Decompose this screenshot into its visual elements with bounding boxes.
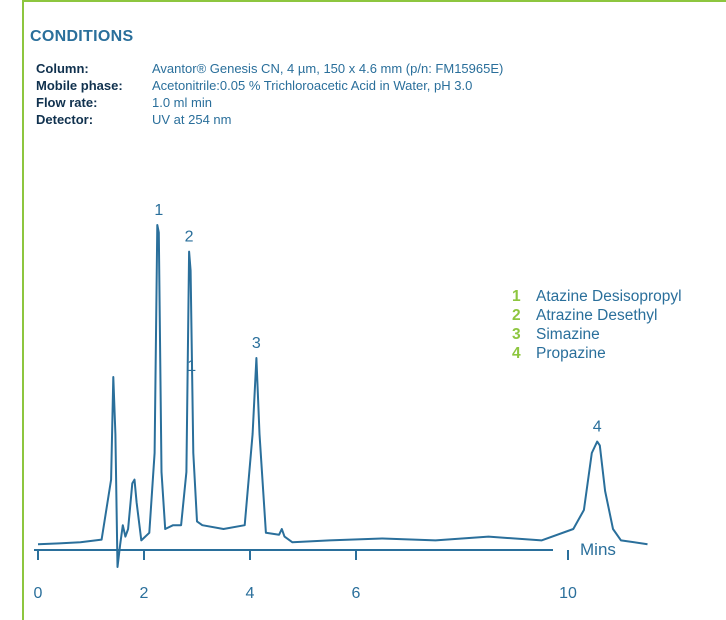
x-axis-unit-label: Mins xyxy=(580,540,616,559)
legend-compound: Propazine xyxy=(536,345,606,362)
frame-top-border xyxy=(22,0,726,2)
legend-number: 3 xyxy=(512,326,521,343)
conditions-title: CONDITIONS xyxy=(30,28,134,45)
legend-number: 2 xyxy=(512,307,521,324)
condition-value: Acetonitrile:0.05 % Trichloroacetic Acid… xyxy=(152,78,473,93)
x-tick-label: 0 xyxy=(34,585,43,602)
condition-label: Mobile phase: xyxy=(36,78,123,93)
condition-value: 1.0 ml min xyxy=(152,95,212,110)
peak-label: 1 xyxy=(154,202,163,219)
condition-row-mobile-phase: Mobile phase: Acetonitrile:0.05 % Trichl… xyxy=(36,77,696,94)
condition-label: Column: xyxy=(36,61,89,76)
x-tick-label: 10 xyxy=(559,585,577,602)
condition-row-column: Column: Avantor® Genesis CN, 4 µm, 150 x… xyxy=(36,60,696,77)
legend-compound: Atazine Desisopropyl xyxy=(536,288,682,305)
peak-label: 3 xyxy=(252,335,261,352)
peak-legend: 1 Atazine Desisopropyl 2 Atrazine Deseth… xyxy=(512,287,682,363)
legend-number: 1 xyxy=(512,288,521,305)
condition-value: UV at 254 nm xyxy=(152,112,232,127)
x-tick-label: 4 xyxy=(246,585,255,602)
peak-labels: 1 2 1 3 4 xyxy=(154,202,601,436)
legend-number: 4 xyxy=(512,345,521,362)
peak-label: 2 xyxy=(185,229,194,246)
legend-item: 1 Atazine Desisopropyl xyxy=(512,287,682,306)
legend-compound: Atrazine Desethyl xyxy=(536,307,658,324)
condition-label: Flow rate: xyxy=(36,95,98,110)
x-tick-label: 2 xyxy=(140,585,149,602)
legend-item: 3 Simazine xyxy=(512,325,682,344)
condition-value: Avantor® Genesis CN, 4 µm, 150 x 4.6 mm … xyxy=(152,61,504,76)
x-tick-labels: 0 2 4 6 10 xyxy=(34,585,577,602)
chromatogram-trace xyxy=(37,224,648,568)
peak-label: 4 xyxy=(593,419,602,436)
condition-row-detector: Detector: UV at 254 nm xyxy=(36,111,696,128)
x-tick-label: 6 xyxy=(352,585,361,602)
legend-item: 2 Atrazine Desethyl xyxy=(512,306,682,325)
conditions-table: Column: Avantor® Genesis CN, 4 µm, 150 x… xyxy=(36,60,696,128)
frame-left-border xyxy=(22,0,24,620)
x-ticks xyxy=(37,550,569,560)
condition-row-flow-rate: Flow rate: 1.0 ml min xyxy=(36,94,696,111)
peak-label: 1 xyxy=(187,358,196,375)
legend-compound: Simazine xyxy=(536,326,600,343)
condition-label: Detector: xyxy=(36,112,94,127)
legend-item: 4 Propazine xyxy=(512,344,682,363)
